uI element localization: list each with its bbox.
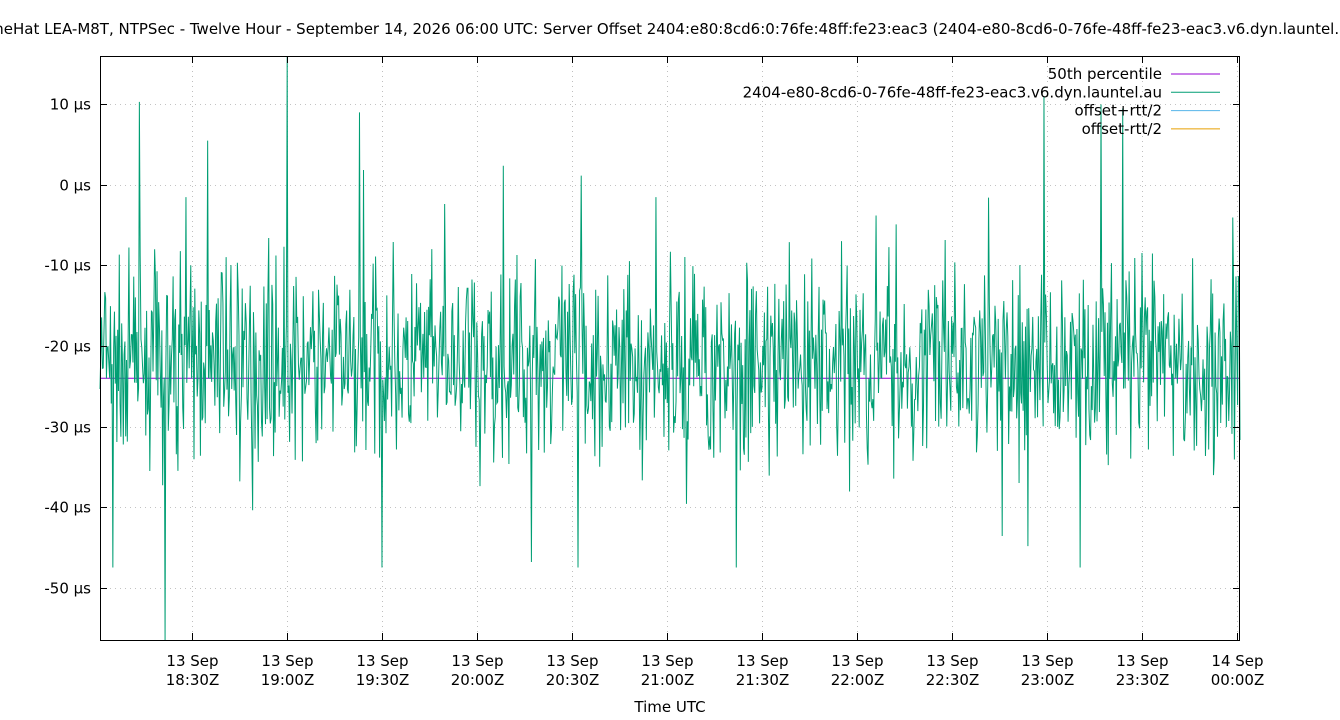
x-tick-label-time: 19:30Z	[356, 671, 410, 689]
y-tick-label: -40 µs	[44, 499, 91, 517]
x-axis-label: Time UTC	[633, 698, 705, 716]
x-tick-label-time: 21:30Z	[736, 671, 790, 689]
x-tick-label-date: 13 Sep	[1116, 652, 1168, 670]
x-tick-label-date: 13 Sep	[831, 652, 883, 670]
x-tick-label-date: 13 Sep	[641, 652, 693, 670]
x-tick-label-time: 20:00Z	[451, 671, 505, 689]
y-tick-label: -20 µs	[44, 338, 91, 356]
legend-label: 2404-e80-8cd6-0-76fe-48ff-fe23-eac3.v6.d…	[743, 83, 1162, 101]
x-tick-label-date: 13 Sep	[546, 652, 598, 670]
series-group	[99, 55, 1241, 641]
x-tick-label-date: 13 Sep	[451, 652, 503, 670]
y-axis: 10 µs 0 µs -10 µs -20 µs -30 µs -40 µs -50 µs	[44, 96, 1240, 598]
x-tick-label-time: 19:00Z	[261, 671, 315, 689]
offset-series-line	[99, 55, 1241, 641]
legend: 50th percentile2404-e80-8cd6-0-76fe-48ff…	[743, 65, 1220, 138]
legend-label: offset+rtt/2	[1074, 102, 1162, 120]
y-tick-label: -10 µs	[44, 257, 91, 275]
x-tick-label-date: 13 Sep	[166, 652, 218, 670]
y-tick-label: -30 µs	[44, 419, 91, 437]
x-tick-label-date: 13 Sep	[926, 652, 978, 670]
x-tick-label-date: 13 Sep	[1021, 652, 1073, 670]
grid-lines	[100, 56, 1240, 640]
x-tick-label-time: 20:30Z	[546, 671, 600, 689]
x-tick-label-time: 22:00Z	[831, 671, 885, 689]
x-tick-label-date: 13 Sep	[736, 652, 788, 670]
chart-title: TimeHat LEA-M8T, NTPSec - Twelve Hour - …	[0, 20, 1340, 38]
x-tick-label-time: 00:00Z	[1211, 671, 1265, 689]
y-tick-label: -50 µs	[44, 580, 91, 598]
x-tick-label-date: 13 Sep	[356, 652, 408, 670]
y-tick-label: 10 µs	[50, 96, 91, 114]
x-tick-label-time: 22:30Z	[926, 671, 980, 689]
x-tick-label-time: 18:30Z	[166, 671, 220, 689]
y-tick-label: 0 µs	[59, 177, 91, 195]
x-tick-label-time: 23:00Z	[1021, 671, 1075, 689]
x-tick-label-date: 13 Sep	[261, 652, 313, 670]
legend-label: offset-rtt/2	[1082, 120, 1162, 138]
x-tick-label-time: 23:30Z	[1116, 671, 1170, 689]
legend-label: 50th percentile	[1048, 65, 1162, 83]
plot-frame	[100, 56, 1240, 641]
x-tick-label-time: 21:00Z	[641, 671, 695, 689]
x-tick-label-date: 14 Sep	[1211, 652, 1263, 670]
